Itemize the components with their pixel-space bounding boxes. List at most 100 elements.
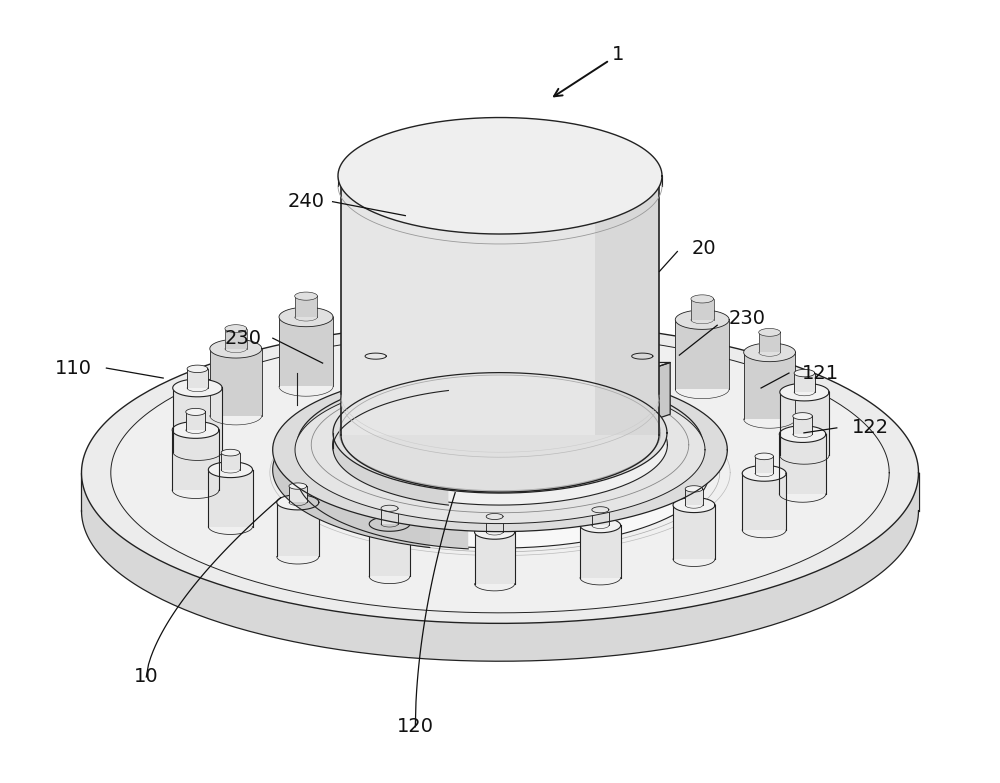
Polygon shape <box>759 328 780 336</box>
Polygon shape <box>685 489 703 505</box>
Polygon shape <box>475 532 515 583</box>
Polygon shape <box>742 474 786 530</box>
Polygon shape <box>599 276 622 298</box>
Polygon shape <box>580 518 621 532</box>
Polygon shape <box>685 485 703 492</box>
Polygon shape <box>341 118 659 233</box>
Polygon shape <box>221 449 240 456</box>
Polygon shape <box>793 416 812 434</box>
Polygon shape <box>365 353 386 359</box>
Polygon shape <box>225 325 247 333</box>
Polygon shape <box>295 296 317 317</box>
Polygon shape <box>691 295 714 303</box>
Polygon shape <box>295 376 705 524</box>
Polygon shape <box>277 503 319 557</box>
Polygon shape <box>592 507 609 513</box>
Polygon shape <box>273 368 727 532</box>
Polygon shape <box>780 392 829 456</box>
Polygon shape <box>673 505 715 559</box>
Polygon shape <box>277 495 319 510</box>
Polygon shape <box>111 333 889 613</box>
Text: 122: 122 <box>852 418 889 438</box>
Polygon shape <box>675 310 729 330</box>
Polygon shape <box>338 175 662 186</box>
Polygon shape <box>297 373 468 549</box>
Polygon shape <box>494 265 517 272</box>
Polygon shape <box>289 486 307 503</box>
Polygon shape <box>341 175 659 435</box>
Polygon shape <box>173 379 222 397</box>
Polygon shape <box>494 269 517 290</box>
Polygon shape <box>755 456 773 474</box>
Text: 10: 10 <box>134 667 159 687</box>
Polygon shape <box>673 497 715 513</box>
Polygon shape <box>595 175 659 435</box>
Polygon shape <box>691 299 714 319</box>
Polygon shape <box>475 525 515 539</box>
Polygon shape <box>599 272 622 281</box>
Polygon shape <box>583 288 638 308</box>
Polygon shape <box>208 470 253 526</box>
Polygon shape <box>614 363 670 369</box>
Polygon shape <box>273 372 430 547</box>
Polygon shape <box>348 369 386 420</box>
Text: 121: 121 <box>802 363 839 383</box>
Polygon shape <box>187 365 208 373</box>
Polygon shape <box>652 363 670 420</box>
Text: 240: 240 <box>287 192 324 211</box>
Polygon shape <box>173 388 222 452</box>
Polygon shape <box>632 353 653 359</box>
Polygon shape <box>369 517 410 532</box>
Polygon shape <box>486 517 503 532</box>
Polygon shape <box>291 398 709 548</box>
Polygon shape <box>780 383 829 401</box>
Polygon shape <box>372 297 427 368</box>
Text: 110: 110 <box>55 359 92 377</box>
Polygon shape <box>632 356 653 366</box>
Polygon shape <box>583 298 638 369</box>
Polygon shape <box>297 372 703 518</box>
Polygon shape <box>744 352 795 419</box>
Polygon shape <box>779 434 826 494</box>
Polygon shape <box>186 412 205 430</box>
Polygon shape <box>779 426 826 442</box>
Polygon shape <box>333 373 667 493</box>
Polygon shape <box>82 322 919 623</box>
Polygon shape <box>369 524 410 576</box>
Polygon shape <box>675 319 729 389</box>
Polygon shape <box>289 483 307 489</box>
Polygon shape <box>210 339 262 358</box>
Text: 1: 1 <box>611 45 624 63</box>
Polygon shape <box>742 465 786 482</box>
Text: 230: 230 <box>729 309 766 328</box>
Polygon shape <box>580 525 621 578</box>
Polygon shape <box>486 514 503 520</box>
Polygon shape <box>755 453 773 460</box>
Polygon shape <box>794 373 815 392</box>
Text: 230: 230 <box>224 329 261 348</box>
Polygon shape <box>210 348 262 416</box>
Polygon shape <box>221 453 240 470</box>
Polygon shape <box>338 117 662 234</box>
Polygon shape <box>365 356 386 366</box>
Polygon shape <box>628 420 638 442</box>
Polygon shape <box>186 409 205 416</box>
Polygon shape <box>348 363 404 369</box>
Polygon shape <box>279 307 333 327</box>
Polygon shape <box>295 292 317 300</box>
Polygon shape <box>333 384 667 505</box>
Polygon shape <box>614 369 652 420</box>
Polygon shape <box>592 510 609 525</box>
Polygon shape <box>794 370 815 377</box>
Polygon shape <box>381 505 398 511</box>
Polygon shape <box>744 343 795 362</box>
Polygon shape <box>333 376 448 505</box>
Text: 120: 120 <box>397 717 434 736</box>
Polygon shape <box>381 508 398 524</box>
Polygon shape <box>388 276 411 297</box>
Polygon shape <box>279 317 333 387</box>
Polygon shape <box>172 430 219 490</box>
Polygon shape <box>793 413 812 420</box>
Polygon shape <box>172 421 219 438</box>
Polygon shape <box>388 271 411 280</box>
